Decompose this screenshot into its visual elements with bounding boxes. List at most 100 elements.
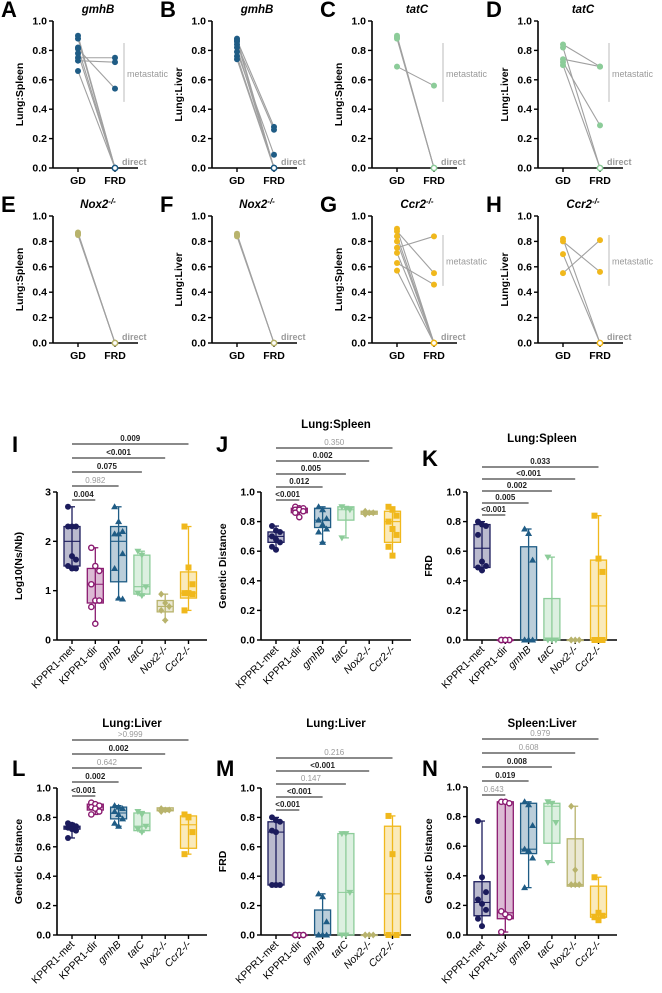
data-point (389, 506, 396, 513)
gd-point (234, 44, 240, 51)
direct-label: direct (281, 157, 306, 167)
box (337, 832, 355, 936)
data-point (138, 811, 146, 818)
panel-letter: I (12, 432, 18, 457)
data-point (111, 802, 119, 809)
data-point (552, 637, 560, 644)
p-value-label: 0.002 (313, 451, 334, 460)
x-tick-label: FRD (589, 175, 611, 187)
y-tick-label: 0.4 (32, 287, 47, 299)
data-point (385, 503, 392, 510)
title-text: Ccr2 (566, 199, 592, 211)
data-point (521, 525, 529, 532)
p-value-label: 0.350 (324, 438, 345, 447)
metastatic-label: metastatic (127, 69, 169, 79)
pair-line (562, 47, 601, 169)
data-point (525, 847, 533, 854)
data-point (162, 616, 169, 624)
y-tick-label: 0.6 (240, 841, 255, 853)
frd-point (596, 164, 604, 172)
pair-line (236, 236, 275, 344)
data-point (529, 821, 537, 828)
y-axis-label: Log10(Ns/Nb) (13, 532, 25, 600)
p-value-label: 0.019 (495, 771, 516, 780)
pair-line (562, 239, 601, 274)
data-point (323, 918, 331, 925)
data-point (185, 590, 192, 597)
p-value-label: 0.979 (530, 729, 551, 738)
panel-e: E Nox2-/- Lung:Spleen 0.0 0.2 0.4 0.6 0.8 1.0 GD F… (1, 192, 147, 362)
data-point (497, 928, 505, 936)
data-point (142, 584, 150, 591)
data-point (299, 507, 307, 515)
p-value-label: 0.008 (507, 757, 528, 766)
x-tick-label: Ccr2-/- (162, 643, 194, 675)
data-point (291, 931, 299, 939)
data-point (521, 845, 529, 852)
y-tick-label: 0.8 (191, 45, 206, 57)
y-tick-label: 0.2 (240, 900, 255, 912)
frd-point (431, 82, 437, 89)
x-tick-label: FRD (589, 350, 611, 362)
data-point (479, 900, 485, 907)
panel-h: H Ccr2-/- Lung:Liver 0.0 0.2 0.4 0.6 0.8 1.0 GD FR… (486, 192, 654, 362)
x-tick-label: gmhB (96, 939, 124, 967)
direct-label: direct (122, 332, 147, 342)
data-point (158, 808, 165, 816)
data-point (323, 515, 331, 522)
x-tick-label: Ccr2-/- (366, 938, 398, 970)
title-superscript: -/- (267, 197, 275, 206)
y-tick-label: 1.0 (36, 783, 51, 795)
y-tick-label: 0.6 (240, 546, 255, 558)
p-value-label: 0.216 (324, 748, 345, 757)
data-point (319, 893, 327, 900)
y-tick-label: 0.4 (240, 871, 255, 883)
panel-letter: L (12, 756, 25, 781)
data-point (134, 548, 142, 555)
y-tick-label: 0.0 (240, 635, 255, 647)
y-tick-label: 1.0 (191, 16, 206, 28)
y-tick-label: 0.6 (446, 841, 461, 853)
panel-title: Spleen:Liver (507, 718, 577, 730)
data-point (315, 890, 323, 897)
y-tick-label: 0.4 (240, 575, 255, 587)
y-tick-label: 1.0 (32, 16, 47, 28)
title-text: Ccr2 (400, 199, 426, 211)
p-value-label: 0.608 (519, 743, 540, 752)
data-point (572, 881, 579, 889)
metastatic-label: metastatic (612, 69, 654, 79)
data-point (479, 923, 485, 930)
box (383, 825, 402, 936)
panel-title: Ccr2-/- (566, 197, 599, 212)
panel-title: Nox2-/- (80, 197, 116, 212)
y-tick-label: 0.4 (191, 104, 206, 116)
pair-line (396, 38, 435, 169)
y-axis-label: Lung:Spleen (333, 248, 345, 312)
metastatic-label: metastatic (612, 256, 654, 266)
gd-point (394, 233, 400, 240)
y-tick-label: 0.8 (240, 812, 255, 824)
pair-line (562, 44, 601, 68)
p-value-label: 0.643 (484, 785, 505, 794)
frd-point (112, 54, 118, 61)
data-point (119, 527, 127, 534)
x-tick-label: GD (555, 350, 571, 362)
y-tick-label: 0.0 (351, 338, 366, 350)
data-point (505, 799, 513, 807)
panel-title: Ccr2-/- (400, 197, 433, 212)
frd-point (597, 237, 603, 244)
data-point (119, 550, 127, 557)
data-point (529, 854, 537, 861)
x-tick-label: FRD (104, 350, 126, 362)
data-point (273, 546, 279, 553)
data-point (370, 931, 377, 939)
p-value-label: 0.982 (85, 476, 106, 485)
panel-title: Nox2-/- (239, 197, 275, 212)
panel-title: tatC (406, 4, 429, 16)
title-text: gmhB (240, 4, 274, 16)
x-tick-label: GD (389, 175, 405, 187)
data-point (385, 812, 392, 819)
data-point (479, 567, 485, 574)
